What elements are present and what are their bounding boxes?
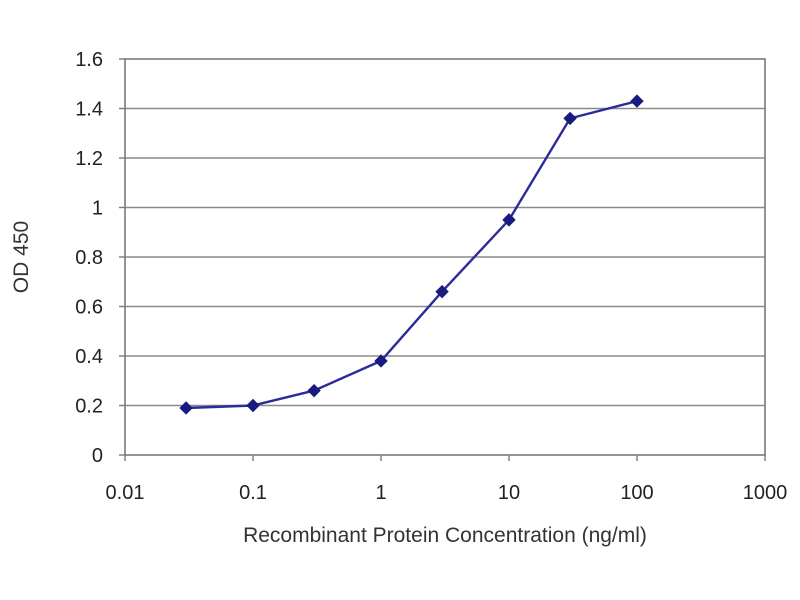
x-tick-label: 100 <box>620 482 653 504</box>
x-tick-label: 0.01 <box>106 482 145 504</box>
x-tick-label: 1000 <box>743 482 788 504</box>
y-axis-title: OD 450 <box>10 221 33 293</box>
y-tick-label: 1.4 <box>75 99 103 121</box>
series-group <box>179 94 644 415</box>
y-tick-label: 1 <box>92 198 103 220</box>
data-point-marker <box>630 94 644 108</box>
y-tick-label: 1.2 <box>75 148 103 170</box>
data-point-marker <box>435 284 449 299</box>
x-axis-ticks: 0.01 0.1 1 10 100 1000 <box>106 455 788 504</box>
y-axis-ticks: 0 0.2 0.4 0.6 0.8 1 1.2 1.4 1.6 <box>75 49 125 467</box>
data-point-marker <box>246 398 260 413</box>
x-tick-label: 0.1 <box>239 482 267 504</box>
series-line <box>186 99 638 410</box>
y-tick-label: 0.4 <box>75 346 103 368</box>
data-point-marker <box>502 213 516 227</box>
y-tick-label: 0 <box>92 445 103 467</box>
data-point-marker <box>179 401 193 415</box>
y-tick-label: 0.2 <box>75 396 103 418</box>
y-tick-label: 1.6 <box>75 49 103 71</box>
data-point-marker <box>563 111 577 126</box>
data-point-marker <box>307 383 321 398</box>
x-tick-label: 1 <box>375 482 386 504</box>
y-tick-label: 0.6 <box>75 297 103 319</box>
x-axis-title: Recombinant Protein Concentration (ng/ml… <box>243 524 647 547</box>
x-tick-label: 10 <box>498 482 520 504</box>
data-point-marker <box>374 354 388 368</box>
y-tick-label: 0.8 <box>75 247 103 269</box>
